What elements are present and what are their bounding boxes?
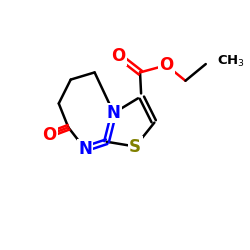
Text: CH$_3$: CH$_3$ xyxy=(216,54,244,69)
Text: N: N xyxy=(107,104,121,122)
Text: O: O xyxy=(112,47,126,65)
Text: S: S xyxy=(129,138,141,156)
Text: N: N xyxy=(78,140,92,158)
Text: O: O xyxy=(42,126,56,144)
Text: O: O xyxy=(159,56,174,74)
